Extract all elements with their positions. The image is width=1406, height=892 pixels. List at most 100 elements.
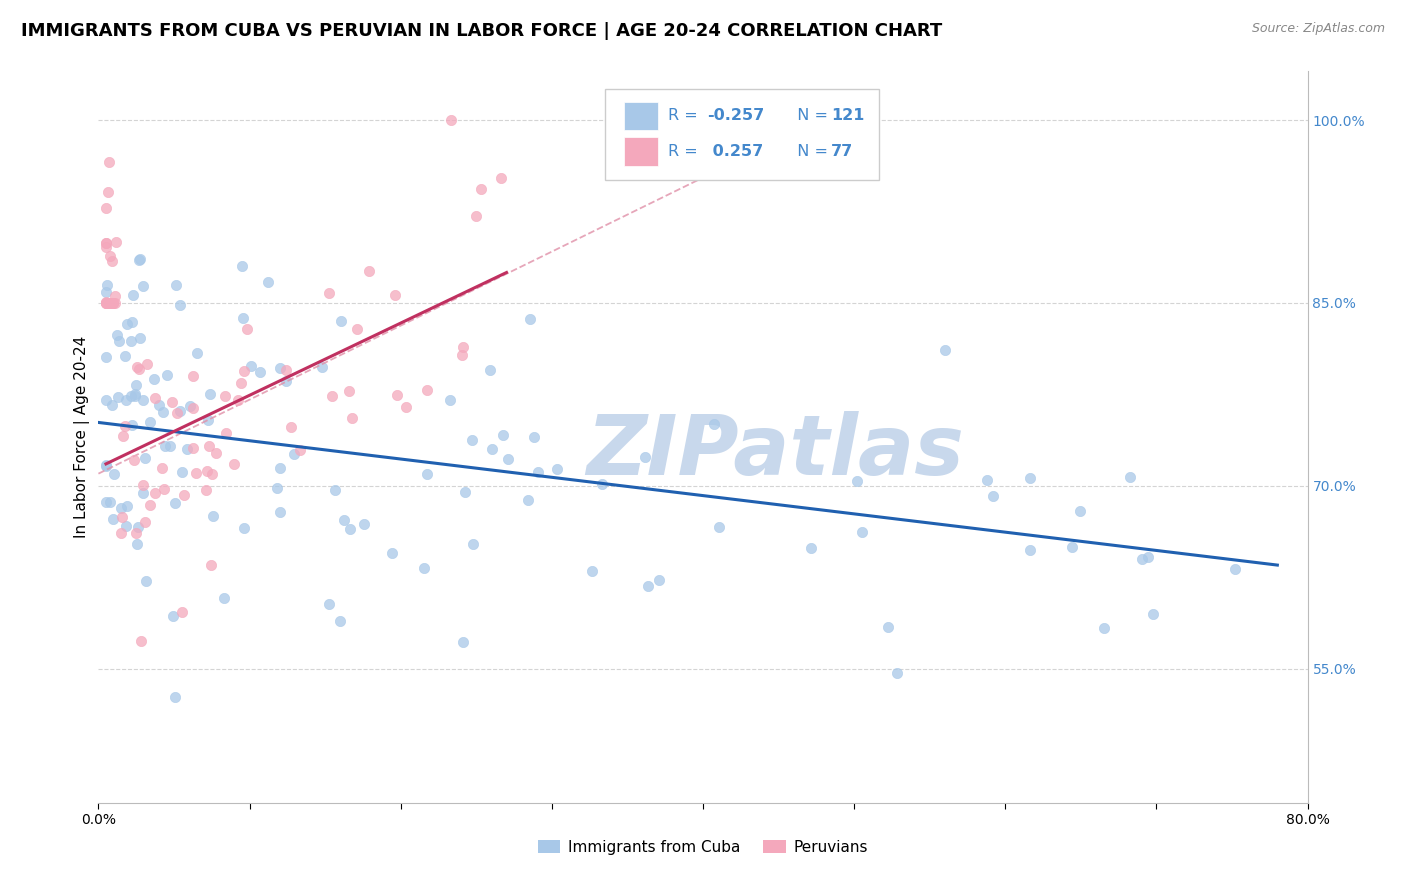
Legend: Immigrants from Cuba, Peruvians: Immigrants from Cuba, Peruvians xyxy=(531,834,875,861)
Point xyxy=(470,182,492,196)
Point xyxy=(634,450,657,465)
Point xyxy=(129,252,152,266)
Text: -0.257: -0.257 xyxy=(707,109,765,123)
Point xyxy=(195,483,218,497)
Point xyxy=(115,519,138,533)
Point xyxy=(132,279,155,293)
Y-axis label: In Labor Force | Age 20-24: In Labor Force | Age 20-24 xyxy=(75,336,90,538)
Point xyxy=(98,296,121,310)
Point xyxy=(120,389,142,403)
Point xyxy=(269,460,291,475)
Point xyxy=(100,495,122,509)
Point xyxy=(395,400,418,414)
Point xyxy=(143,392,166,406)
Point xyxy=(108,334,131,348)
Point xyxy=(101,296,124,310)
Point xyxy=(481,442,503,457)
Point xyxy=(496,451,519,466)
Point xyxy=(173,488,195,502)
Point xyxy=(155,439,177,453)
Point xyxy=(454,485,477,500)
Point xyxy=(1019,471,1042,485)
Point xyxy=(200,387,222,401)
Point xyxy=(384,288,406,302)
Point xyxy=(800,541,823,555)
Point xyxy=(198,439,221,453)
Point xyxy=(516,493,538,508)
Point xyxy=(159,439,181,453)
Point xyxy=(148,398,170,412)
Point xyxy=(131,634,153,648)
Point xyxy=(128,361,150,376)
Point xyxy=(581,565,603,579)
Point xyxy=(346,322,368,336)
Point xyxy=(461,433,484,447)
Point xyxy=(139,498,162,512)
Point xyxy=(124,377,146,392)
Point xyxy=(453,635,475,649)
Point xyxy=(103,296,125,310)
Point xyxy=(94,235,117,250)
Point xyxy=(127,359,149,374)
Point xyxy=(288,442,311,457)
Point xyxy=(163,495,186,509)
Point xyxy=(236,321,259,335)
Point xyxy=(104,296,127,310)
Point xyxy=(439,392,461,407)
Point xyxy=(134,515,156,529)
Point xyxy=(179,399,201,413)
Point xyxy=(150,461,173,475)
Point xyxy=(166,406,188,420)
Point xyxy=(215,425,238,440)
Point xyxy=(101,254,124,268)
Point xyxy=(110,509,132,524)
Text: R =: R = xyxy=(668,109,703,123)
Point xyxy=(121,418,143,433)
Point xyxy=(127,520,149,534)
Point xyxy=(205,445,228,459)
Point xyxy=(186,345,208,359)
Point xyxy=(142,372,165,386)
Point xyxy=(165,690,187,705)
Point xyxy=(876,619,898,633)
Point xyxy=(416,467,439,482)
Point xyxy=(97,185,120,199)
Point xyxy=(94,201,117,215)
Point xyxy=(115,317,138,331)
Point xyxy=(94,240,117,254)
Point xyxy=(197,413,219,427)
Point xyxy=(201,508,224,523)
Point xyxy=(112,429,135,443)
Point xyxy=(94,296,117,310)
Point xyxy=(440,113,463,128)
Point xyxy=(117,499,139,513)
Point xyxy=(637,579,659,593)
Point xyxy=(107,390,129,404)
Point xyxy=(1223,561,1246,575)
Point xyxy=(103,289,125,303)
Point xyxy=(546,462,568,476)
Point xyxy=(451,340,474,354)
Point xyxy=(280,420,302,434)
Point xyxy=(845,475,868,489)
Point xyxy=(94,236,117,251)
Point xyxy=(122,288,145,302)
Point xyxy=(110,525,132,540)
Point xyxy=(105,328,128,343)
Point xyxy=(94,296,117,310)
Point xyxy=(703,417,725,432)
Point xyxy=(233,363,256,377)
Text: 121: 121 xyxy=(831,109,865,123)
Point xyxy=(129,331,152,345)
Point xyxy=(416,383,439,397)
Point xyxy=(1136,549,1159,564)
Point xyxy=(249,365,271,379)
Point xyxy=(413,560,436,574)
Point xyxy=(195,464,218,478)
Point xyxy=(153,482,176,496)
Point xyxy=(94,458,117,472)
Point xyxy=(357,264,380,278)
Point xyxy=(132,486,155,500)
Point xyxy=(333,513,356,527)
Point xyxy=(240,359,263,373)
